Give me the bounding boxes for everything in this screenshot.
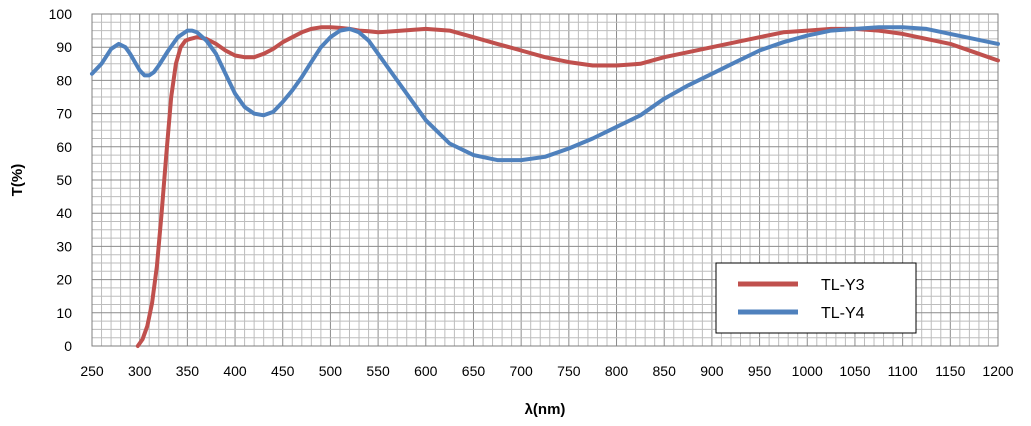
x-tick-label: 850 bbox=[653, 363, 677, 379]
x-tick-label: 500 bbox=[319, 363, 343, 379]
y-tick-label: 10 bbox=[56, 305, 72, 321]
x-tick-label: 800 bbox=[605, 363, 629, 379]
y-tick-label: 70 bbox=[56, 106, 72, 122]
x-tick-label: 600 bbox=[414, 363, 438, 379]
legend-box bbox=[715, 262, 917, 334]
x-tick-label: 1200 bbox=[982, 363, 1013, 379]
x-axis-title: λ(nm) bbox=[525, 401, 566, 418]
x-tick-label: 1050 bbox=[839, 363, 870, 379]
series-lines bbox=[90, 25, 1000, 348]
y-tick-label: 80 bbox=[56, 72, 72, 88]
y-tick-label: 90 bbox=[56, 39, 72, 55]
x-axis-ticks: 250 300 350 400 450 500 550 600 650 700 750 800 850 9… bbox=[80, 363, 1013, 379]
legend-label-tl-y3: TL-Y3 bbox=[821, 277, 865, 294]
x-tick-label: 750 bbox=[557, 363, 581, 379]
y-tick-label: 20 bbox=[56, 272, 72, 288]
x-tick-label: 550 bbox=[366, 363, 390, 379]
legend-label-tl-y4: TL-Y4 bbox=[821, 305, 865, 322]
y-tick-label: 0 bbox=[64, 338, 72, 354]
x-tick-label: 1000 bbox=[792, 363, 823, 379]
y-axis-ticks: 0 10 20 30 40 50 60 70 80 90 100 bbox=[49, 6, 73, 354]
y-tick-label: 60 bbox=[56, 139, 72, 155]
y-axis-title: T(%) bbox=[9, 164, 26, 197]
x-tick-label: 1100 bbox=[888, 363, 918, 379]
x-tick-label: 1150 bbox=[935, 363, 965, 379]
x-tick-label: 400 bbox=[223, 363, 247, 379]
x-tick-label: 950 bbox=[748, 363, 772, 379]
plot-area-border bbox=[91, 13, 999, 347]
x-tick-label: 650 bbox=[462, 363, 486, 379]
series-line-tl-y4 bbox=[90, 25, 1000, 163]
x-tick-label: 900 bbox=[700, 363, 724, 379]
x-tick-label: 300 bbox=[128, 363, 152, 379]
x-tick-label: 350 bbox=[176, 363, 200, 379]
x-tick-label: 450 bbox=[271, 363, 295, 379]
x-tick-label: 700 bbox=[509, 363, 533, 379]
y-tick-label: 100 bbox=[49, 6, 73, 22]
x-tick-label: 250 bbox=[80, 363, 104, 379]
y-tick-label: 50 bbox=[56, 172, 72, 188]
y-tick-label: 30 bbox=[56, 238, 72, 254]
y-tick-label: 40 bbox=[56, 205, 72, 221]
legend: TL-Y3 TL-Y4 bbox=[715, 262, 917, 334]
